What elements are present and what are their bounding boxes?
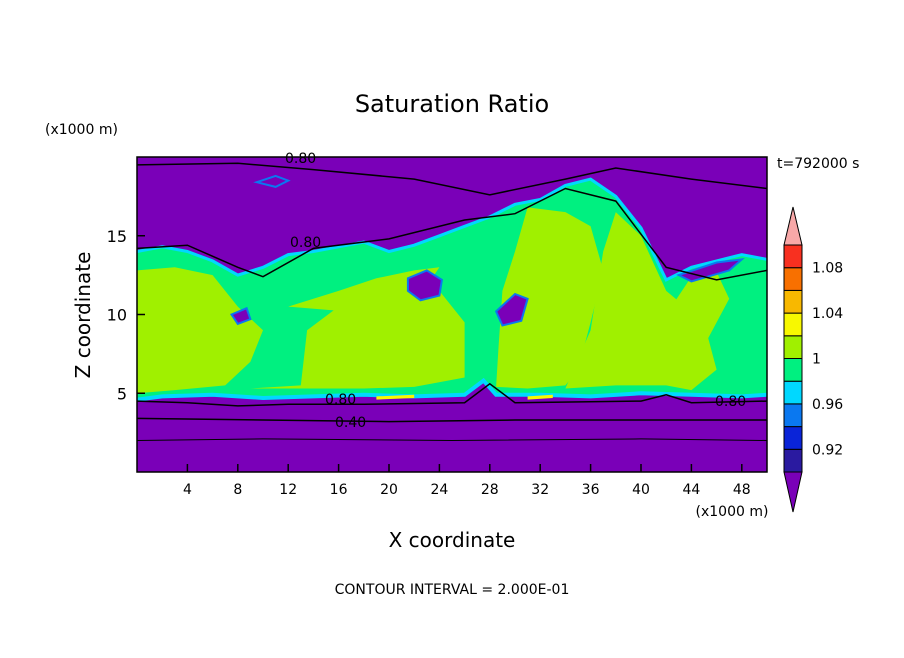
colorbar-level (783, 267, 803, 291)
region-ratio-1-2 (288, 267, 440, 313)
region-ratio-1-1 (250, 290, 465, 389)
x-tick-label: 20 (380, 482, 398, 498)
x-tick-label: 36 (582, 482, 600, 498)
colorbar-level (783, 380, 803, 405)
x-tick-label: 28 (481, 482, 499, 498)
colorbar-level (783, 244, 803, 269)
x-tick-label: 4 (183, 482, 192, 498)
x-tick-label: 40 (632, 482, 650, 498)
colorbar-level (783, 358, 803, 382)
x-tick-label: 24 (430, 482, 448, 498)
contour-0.80-lower (137, 382, 767, 407)
colorbar-tick-label: 0.96 (812, 397, 843, 413)
region-ratio-1-0 (137, 267, 263, 394)
contour-label: 0.80 (715, 394, 746, 410)
y-axis-unit: (x1000 m) (45, 122, 118, 138)
colorbar-level (783, 289, 803, 314)
x-tick-label: 12 (279, 482, 297, 498)
colorbar-level (783, 426, 803, 450)
colorbar-tick-label: 1.08 (812, 261, 843, 277)
colorbar-level (783, 448, 803, 473)
x-tick-label: 32 (531, 482, 549, 498)
region-ratio-1-5 (666, 272, 730, 362)
y-axis: 5 10 15 (107, 227, 145, 403)
colorbar-level (783, 403, 803, 428)
x-axis: 4 8 12 16 20 24 28 32 36 40 44 48 (183, 464, 751, 498)
dry-pocket-4 (253, 174, 291, 188)
contour-label: 0.80 (325, 392, 356, 408)
y-tick-label: 15 (107, 227, 127, 246)
contour-0.20 (137, 438, 767, 442)
contour-label: 0.40 (335, 415, 366, 431)
x-axis-unit: (x1000 m) (696, 504, 769, 520)
x-tick-label: 16 (330, 482, 348, 498)
transition-band-upper (137, 177, 767, 282)
contour-interval-note: CONTOUR INTERVAL = 2.000E-01 (335, 582, 570, 598)
colorbar-tick-label: 1.04 (812, 306, 843, 322)
dry-pocket-3 (676, 258, 745, 283)
dry-pocket-2 (229, 306, 252, 326)
dry-pocket-1 (494, 292, 529, 327)
x-tick-label: 48 (733, 482, 751, 498)
contour-label: 0.80 (290, 235, 321, 251)
time-label: t=792000 s (777, 156, 859, 172)
colorbar-tick-label: 0.92 (812, 442, 843, 458)
moist-speck-0 (376, 394, 415, 400)
x-tick-label: 44 (682, 482, 700, 498)
chart-title: Saturation Ratio (355, 90, 549, 118)
moist-speck-1 (527, 394, 553, 400)
dry-pocket-0 (406, 269, 443, 302)
colorbar-level (783, 335, 803, 359)
saturation-field (137, 157, 767, 472)
colorbar-max-arrow (783, 206, 803, 246)
colorbar-min-arrow (783, 471, 803, 513)
y-axis-label: Z coordinate (71, 252, 95, 379)
colorbar-tick-label: 1 (812, 352, 821, 368)
contour-0.40 (137, 417, 767, 423)
y-tick-label: 5 (117, 384, 127, 403)
x-axis-label: X coordinate (389, 528, 516, 552)
colorbar-level (783, 312, 803, 337)
region-ratio-1-3 (496, 207, 604, 389)
colorbar: 1.08 1.04 1 0.96 0.92 (783, 206, 843, 513)
y-tick-label: 10 (107, 306, 127, 325)
contour-0.80-upper (137, 162, 767, 196)
x-tick-label: 8 (233, 482, 242, 498)
contour-0.80-mid (137, 187, 767, 281)
contour-label: 0.80 (285, 151, 316, 167)
